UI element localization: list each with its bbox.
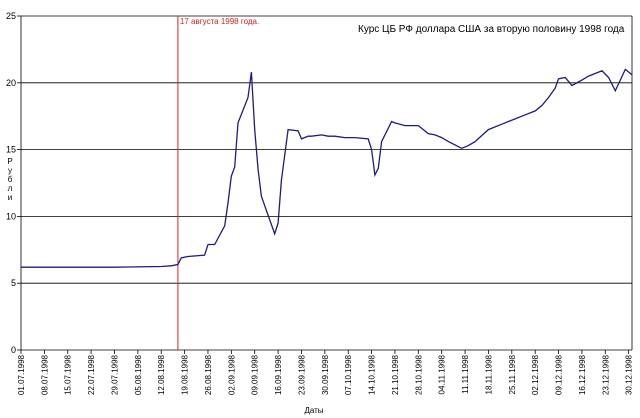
x-tick-label: 09.12.1998	[555, 354, 564, 395]
y-axis-title-letter: Р	[7, 157, 12, 166]
x-tick-label: 23.12.1998	[601, 354, 610, 395]
x-tick-label: 22.07.1998	[87, 354, 96, 395]
x-tick-label: 30.12.1998	[625, 354, 634, 395]
y-tick-labels: 0 5 10 15 20 25	[6, 11, 16, 355]
x-tick-label: 30.09.1998	[321, 354, 330, 395]
x-tick-label: 11.11.1998	[461, 354, 470, 393]
y-axis-title-letter: у	[8, 166, 12, 175]
x-tick-labels: 01.07.1998 08.07.1998 15.07.1998 22.07.1998…	[17, 354, 634, 395]
x-axis-title: Даты	[304, 406, 323, 415]
grid-layer	[17, 15, 632, 351]
y-axis-title-letter: б	[8, 175, 13, 184]
series-layer	[21, 68, 633, 268]
x-tick-label: 26.08.1998	[204, 354, 213, 395]
x-tick-label: 16.12.1998	[578, 354, 587, 395]
x-tick-label: 07.10.1998	[344, 354, 353, 395]
x-tick-label: 14.10.1998	[368, 354, 377, 395]
x-tick-label: 19.08.1998	[181, 354, 190, 395]
x-tick-label: 18.11.1998	[484, 354, 493, 394]
x-tick-label: 02.12.1998	[531, 354, 540, 395]
annotation-layer: 17 августа 1998 года.	[177, 16, 259, 350]
x-tick-label: 05.08.1998	[134, 354, 143, 395]
y-tick-label: 0	[11, 345, 16, 355]
axis-layer	[20, 16, 633, 354]
y-tick-label: 25	[6, 11, 16, 21]
x-tick-label: 08.07.1998	[40, 354, 49, 395]
y-tick-label: 10	[6, 211, 16, 221]
x-tick-label: 21.10.1998	[391, 354, 400, 395]
x-tick-label: 01.07.1998	[17, 354, 26, 395]
x-tick-label: 25.11.1998	[508, 354, 517, 394]
x-tick-label: 23.09.1998	[297, 354, 306, 395]
x-tick-label: 28.10.1998	[414, 354, 423, 395]
annotation-label: 17 августа 1998 года.	[180, 17, 259, 26]
chart-title: Курс ЦБ РФ доллара США за вторую половин…	[358, 24, 625, 35]
x-tick-label: 04.11.1998	[438, 354, 447, 394]
y-tick-label: 15	[6, 145, 16, 155]
y-axis-title-letter: и	[8, 193, 12, 202]
y-tick-label: 20	[6, 78, 16, 88]
x-tick-label: 09.09.1998	[251, 354, 260, 395]
x-tick-label: 15.07.1998	[64, 354, 73, 395]
y-tick-label: 5	[11, 278, 16, 288]
y-axis-title-letter: л	[8, 184, 13, 193]
x-tick-label: 16.09.1998	[274, 354, 283, 395]
series-line	[21, 68, 633, 268]
x-tick-label: 29.07.1998	[110, 354, 119, 395]
x-tick-label: 12.08.1998	[157, 354, 166, 395]
x-tick-label: 02.09.1998	[227, 354, 236, 395]
